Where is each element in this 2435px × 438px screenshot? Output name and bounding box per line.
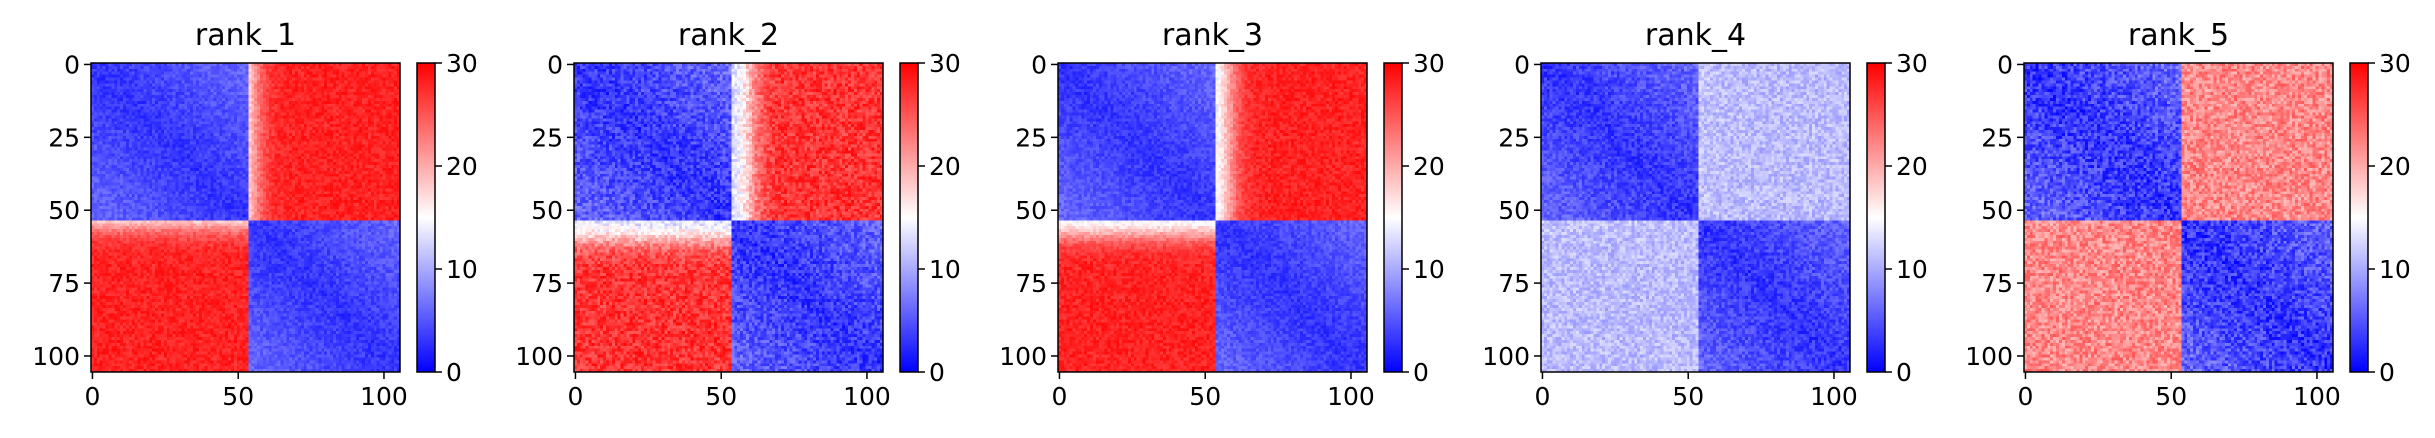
y-tick-label: 50 (1015, 196, 1047, 225)
colorbar-tick-label: 0 (929, 358, 945, 387)
y-tick-label: 0 (64, 50, 80, 79)
y-tick-label: 100 (1965, 342, 2013, 371)
y-tick-label: 0 (1514, 50, 1530, 79)
y-tick-label: 75 (1498, 269, 1530, 298)
y-tick-label: 25 (1015, 123, 1047, 152)
axes-frame (2023, 62, 2334, 373)
y-tick-label: 25 (1498, 123, 1530, 152)
colorbar-tick-label: 0 (446, 358, 462, 387)
colorbar-tick-label: 20 (446, 152, 478, 181)
y-tick-label: 75 (531, 269, 563, 298)
y-tick-label: 50 (48, 196, 80, 225)
colorbar (1866, 62, 1886, 373)
y-tick-label: 75 (48, 269, 80, 298)
colorbar (2349, 62, 2369, 373)
x-tick-label: 50 (2155, 382, 2187, 411)
x-tick-label: 0 (2018, 382, 2034, 411)
x-tick-label: 100 (1327, 382, 1375, 411)
colorbar-tick-label: 30 (446, 49, 478, 78)
colorbar-tick-label: 30 (1896, 49, 1928, 78)
colorbar-tick-label: 20 (1413, 152, 1445, 181)
colorbar (899, 62, 919, 373)
x-tick-label: 50 (1672, 382, 1704, 411)
colorbar-tick-label: 10 (929, 255, 961, 284)
y-tick-label: 75 (1015, 269, 1047, 298)
chart-title: rank_1 (195, 18, 296, 53)
x-tick-label: 0 (85, 382, 101, 411)
colorbar-tick-label: 0 (2379, 358, 2395, 387)
y-tick-label: 0 (547, 50, 563, 79)
colorbar-tick-label: 30 (2379, 49, 2411, 78)
heatmap-image (91, 63, 400, 372)
colorbar-tick-label: 20 (2379, 152, 2411, 181)
colorbar-tick-label: 30 (1413, 49, 1445, 78)
y-tick-label: 100 (515, 342, 563, 371)
y-tick-label: 25 (1981, 123, 2013, 152)
colorbar-tick-label: 10 (1896, 255, 1928, 284)
y-tick-label: 0 (1997, 50, 2013, 79)
x-tick-label: 50 (222, 382, 254, 411)
chart-title: rank_5 (2128, 18, 2229, 53)
y-tick-label: 25 (48, 123, 80, 152)
y-tick-label: 50 (531, 196, 563, 225)
colorbar-tick-label: 0 (1896, 358, 1912, 387)
x-tick-label: 0 (1535, 382, 1551, 411)
colorbar-tick-label: 20 (929, 152, 961, 181)
colorbar (416, 62, 436, 373)
colorbar-tick-label: 10 (2379, 255, 2411, 284)
x-tick-label: 100 (843, 382, 891, 411)
y-tick-label: 25 (531, 123, 563, 152)
x-tick-label: 50 (1189, 382, 1221, 411)
x-tick-label: 100 (1810, 382, 1858, 411)
colorbar-tick-label: 20 (1896, 152, 1928, 181)
x-tick-label: 100 (360, 382, 408, 411)
chart-title: rank_4 (1645, 18, 1746, 53)
axes-frame (1540, 62, 1851, 373)
heatmap-image (1058, 63, 1367, 372)
axes-frame (90, 62, 401, 373)
heatmap-image (2024, 63, 2333, 372)
y-tick-label: 75 (1981, 269, 2013, 298)
axes-frame (1057, 62, 1368, 373)
colorbar-tick-label: 10 (1413, 255, 1445, 284)
x-tick-label: 100 (2293, 382, 2341, 411)
axes-frame (573, 62, 884, 373)
colorbar (1383, 62, 1403, 373)
colorbar-tick-label: 10 (446, 255, 478, 284)
x-tick-label: 0 (1052, 382, 1068, 411)
y-tick-label: 50 (1498, 196, 1530, 225)
y-tick-label: 100 (32, 342, 80, 371)
y-tick-label: 100 (999, 342, 1047, 371)
colorbar-tick-label: 0 (1413, 358, 1429, 387)
heatmap-image (1541, 63, 1850, 372)
chart-title: rank_2 (678, 18, 779, 53)
chart-title: rank_3 (1162, 18, 1263, 53)
x-tick-label: 50 (705, 382, 737, 411)
y-tick-label: 100 (1482, 342, 1530, 371)
y-tick-label: 50 (1981, 196, 2013, 225)
colorbar-tick-label: 30 (929, 49, 961, 78)
x-tick-label: 0 (568, 382, 584, 411)
y-tick-label: 0 (1031, 50, 1047, 79)
heatmap-image (574, 63, 883, 372)
